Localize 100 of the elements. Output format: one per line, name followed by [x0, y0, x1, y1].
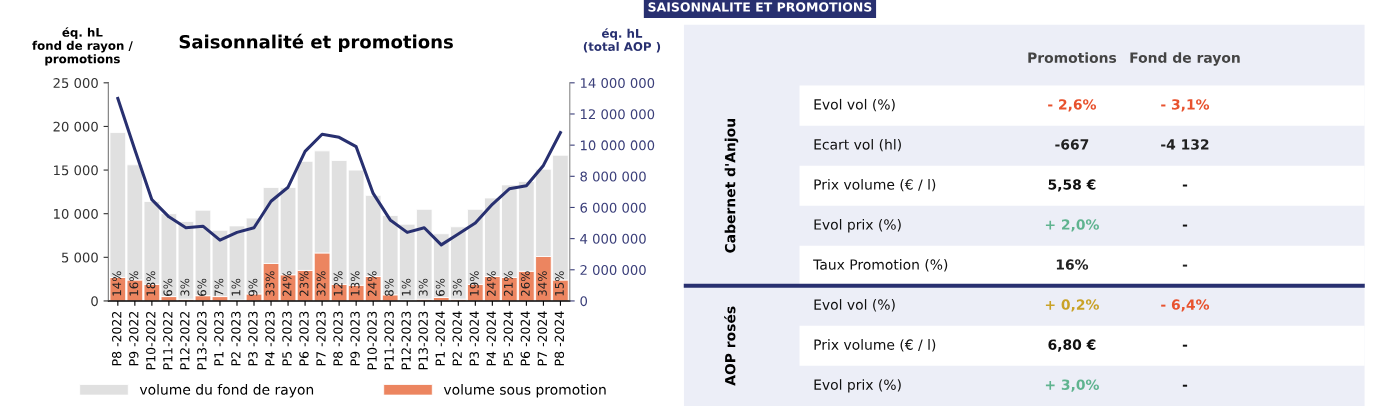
category-label: Evol prix (%): [814, 379, 901, 393]
x-tick-label: P2 -2023: [231, 311, 241, 366]
y-tick-label: 5 000: [61, 252, 98, 263]
x-tick-label: P10-2023: [367, 311, 377, 370]
annotation: 3%: [418, 278, 428, 296]
category-label: Prix volume (€ / l): [814, 339, 936, 352]
y2-tick-label: 4 000 000: [580, 233, 646, 244]
annotation: 6%: [163, 278, 173, 296]
text: -: [1182, 384, 1188, 387]
y2-tick-label: 6 000 000: [580, 202, 646, 213]
annotation: 23%: [299, 271, 309, 296]
annotation: 24%: [486, 271, 496, 296]
text: + 3,0%: [1045, 379, 1099, 392]
y2-tick-label: 10 000 000: [580, 140, 655, 151]
x-tick-label: P3 -2024: [469, 311, 479, 366]
x-tick-label: P4 -2023: [265, 311, 275, 366]
annotation: 16%: [129, 271, 139, 296]
x-tick-label: P13-2023: [418, 311, 428, 370]
x-tick-label: P12-2023: [401, 311, 411, 370]
annotation: 9%: [248, 278, 258, 297]
annotation: 6%: [435, 278, 445, 296]
category-label: Evol vol (%): [814, 299, 895, 312]
annotation: 1%: [231, 278, 241, 296]
y2-axis-title: éq. hL (total AOP ): [583, 28, 661, 53]
text: + 0,2%: [1045, 299, 1099, 312]
annotation: 13%: [350, 271, 360, 296]
annotation: 1%: [401, 278, 411, 296]
x-tick-label: P11-2023: [384, 311, 394, 370]
annotation: 19%: [469, 271, 479, 296]
x-tick-label: P8 -2022: [112, 311, 122, 366]
x-tick-label: P11-2022: [163, 311, 173, 370]
text: 6,80 €: [1048, 339, 1096, 352]
annotation: 21%: [503, 271, 513, 296]
annotation: 7%: [214, 278, 224, 296]
x-tick-label: P5 -2024: [503, 311, 513, 366]
annotation: 26%: [520, 271, 530, 296]
x-tick-label: P2 -2024: [452, 311, 462, 366]
annotation: 18%: [146, 271, 156, 296]
annotation: 15%: [554, 271, 564, 296]
text: 16%: [1056, 259, 1089, 270]
x-tick-label: P8 -2023: [333, 311, 343, 366]
x-tick-label: P3 -2023: [248, 311, 258, 366]
text: -: [1182, 344, 1188, 347]
text: - 6,4%: [1161, 299, 1210, 312]
annotation: 33%: [265, 271, 275, 296]
annotation: 3%: [180, 278, 190, 296]
text: 5,58 €: [1048, 179, 1096, 192]
y2-tick-label: 12 000 000: [580, 109, 655, 120]
text: -: [1182, 264, 1188, 267]
y2-tick-label: 2 000 000: [580, 265, 646, 275]
x-tick-label: P8 -2024: [554, 311, 565, 366]
x-tick-label: P7 -2023: [316, 311, 326, 366]
x-tick-label: P6 -2023: [299, 311, 309, 366]
x-tick-label: P12-2022: [180, 311, 190, 370]
x-tick-label: P13-2023: [197, 311, 207, 370]
text: SAISONNALITE ET PROMOTIONS: [648, 2, 872, 12]
y-tick-label: 20 000: [53, 121, 98, 132]
x-tick-label: P7 -2024: [537, 311, 548, 366]
text: -: [1182, 184, 1188, 187]
y-tick-label: 25 000: [53, 78, 98, 89]
x-tick-label: P4 -2024: [486, 311, 496, 366]
category-label: Evol prix (%): [814, 219, 901, 233]
category-label: Promotions: [1028, 52, 1117, 63]
x-tick-label: P5 -2023: [282, 311, 292, 366]
category-label: Ecart vol (hl): [814, 138, 901, 152]
annotation: 24%: [367, 271, 377, 296]
y2-tick-label: 0: [580, 296, 588, 307]
y2-tick-label: 14 000 000: [580, 78, 655, 89]
y-tick-label: 15 000: [54, 165, 98, 176]
x-tick-label: P9 -2023: [350, 311, 360, 366]
annotation: 32%: [316, 271, 326, 296]
chart-title: Saisonnalité et promotions: [179, 33, 453, 53]
category-label: Fond de rayon: [1130, 52, 1240, 66]
text: -: [1182, 224, 1188, 227]
annotation: 8%: [384, 278, 394, 296]
annotation: 14%: [112, 271, 122, 296]
text: - 3,1%: [1161, 99, 1210, 112]
y2-tick-label: 8 000 000: [580, 171, 646, 182]
y-axis-title: éq. hL fond de rayon / promotions: [32, 27, 133, 66]
annotation: 34%: [537, 271, 547, 296]
annotation: 3%: [452, 278, 462, 296]
legend-label: volume sous promotion: [443, 384, 606, 398]
category-label: Prix volume (€ / l): [814, 178, 936, 192]
text: -4 132: [1161, 139, 1209, 150]
category-label: Cabernet d'Anjou: [724, 119, 739, 253]
text: - 2,6%: [1048, 99, 1097, 112]
y-tick-label: 10 000: [54, 208, 98, 219]
y-tick-label: 0: [91, 296, 98, 307]
x-tick-label: P9 -2022: [129, 311, 139, 366]
x-tick-label: P6 -2024: [520, 311, 531, 366]
category-label: Taux Promotion (%): [813, 259, 948, 272]
text: -667: [1055, 139, 1089, 150]
x-tick-label: P1 -2024: [435, 311, 445, 366]
x-tick-label: P10-2022: [146, 311, 156, 370]
legend-label: volume du fond de rayon: [139, 384, 314, 398]
category-label: AOP rosés: [724, 306, 736, 386]
category-label: Evol vol (%): [814, 98, 895, 112]
annotation: 12%: [333, 271, 343, 296]
annotation: 24%: [282, 271, 292, 296]
x-tick-label: P1 -2023: [214, 311, 224, 366]
